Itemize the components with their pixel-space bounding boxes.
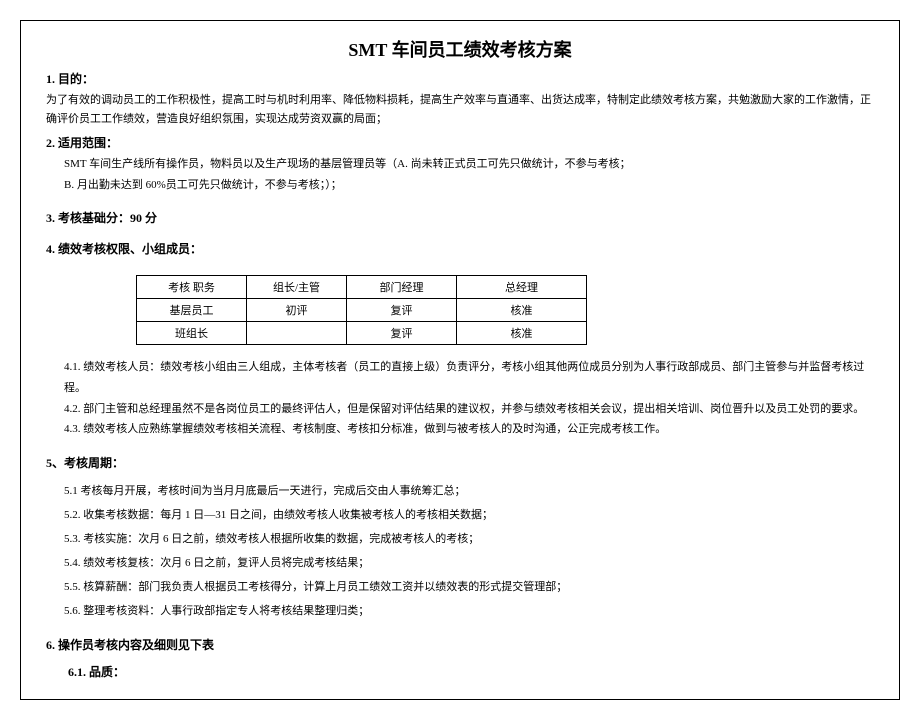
table-cell — [247, 321, 347, 344]
section-5-item: 5.5. 核算薪酬：部门我负责人根据员工考核得分，计算上月员工绩效工资并以绩效表… — [46, 577, 874, 598]
section-2-body-1: SMT 车间生产线所有操作员，物料员以及生产现场的基层管理员等（A. 尚未转正式… — [46, 155, 874, 174]
table-cell: 组长/主管 — [247, 275, 347, 298]
table-cell: 班组长 — [137, 321, 247, 344]
section-4-item-3: 4.3. 绩效考核人应熟练掌握绩效考核相关流程、考核制度、考核扣分标准，做到与被… — [46, 419, 874, 440]
table-cell: 基层员工 — [137, 298, 247, 321]
table-cell: 复评 — [347, 321, 457, 344]
table-cell: 核准 — [457, 321, 587, 344]
section-2-heading: 2. 适用范围： — [46, 134, 874, 151]
section-1-heading: 1. 目的： — [46, 70, 874, 87]
section-4-item-2: 4.2. 部门主管和总经理虽然不是各岗位员工的最终评估人，但是保留对评估结果的建… — [46, 399, 874, 420]
table-cell: 初评 — [247, 298, 347, 321]
table-row: 基层员工 初评 复评 核准 — [137, 298, 587, 321]
section-5-item: 5.4. 绩效考核复核：次月 6 日之前，复评人员将完成考核结果； — [46, 553, 874, 574]
assessment-table-container: 考核 职务 组长/主管 部门经理 总经理 基层员工 初评 复评 核准 班组长 复… — [136, 275, 874, 345]
section-5-item: 5.1 考核每月开展，考核时间为当月月底最后一天进行，完成后交由人事统筹汇总； — [46, 481, 874, 502]
section-4-heading: 4. 绩效考核权限、小组成员： — [46, 240, 874, 257]
section-5-item: 5.6. 整理考核资料：人事行政部指定专人将考核结果整理归类； — [46, 601, 874, 622]
document-page: SMT 车间员工绩效考核方案 1. 目的： 为了有效的调动员工的工作积极性，提高… — [20, 20, 900, 700]
table-cell: 部门经理 — [347, 275, 457, 298]
table-cell: 复评 — [347, 298, 457, 321]
table-cell: 核准 — [457, 298, 587, 321]
section-5-item: 5.2. 收集考核数据：每月 1 日—31 日之间，由绩效考核人收集被考核人的考… — [46, 505, 874, 526]
assessment-table: 考核 职务 组长/主管 部门经理 总经理 基层员工 初评 复评 核准 班组长 复… — [136, 275, 587, 345]
section-3-heading: 3. 考核基础分：90 分 — [46, 209, 874, 226]
section-6-heading: 6. 操作员考核内容及细则见下表 — [46, 636, 874, 653]
table-row: 考核 职务 组长/主管 部门经理 总经理 — [137, 275, 587, 298]
document-title: SMT 车间员工绩效考核方案 — [46, 36, 874, 62]
table-cell: 考核 职务 — [137, 275, 247, 298]
table-cell: 总经理 — [457, 275, 587, 298]
section-5-item: 5.3. 考核实施：次月 6 日之前，绩效考核人根据所收集的数据，完成被考核人的… — [46, 529, 874, 550]
section-2-body-2: B. 月出勤未达到 60%员工可先只做统计，不参与考核；）； — [46, 176, 874, 195]
section-6-sub: 6.1. 品质： — [46, 663, 874, 680]
section-5-heading: 5、考核周期： — [46, 454, 874, 471]
table-row: 班组长 复评 核准 — [137, 321, 587, 344]
section-4-item-1: 4.1. 绩效考核人员：绩效考核小组由三人组成，主体考核者（员工的直接上级）负责… — [46, 357, 874, 399]
section-1-body: 为了有效的调动员工的工作积极性，提高工时与机时利用率、降低物料损耗，提高生产效率… — [46, 91, 874, 128]
